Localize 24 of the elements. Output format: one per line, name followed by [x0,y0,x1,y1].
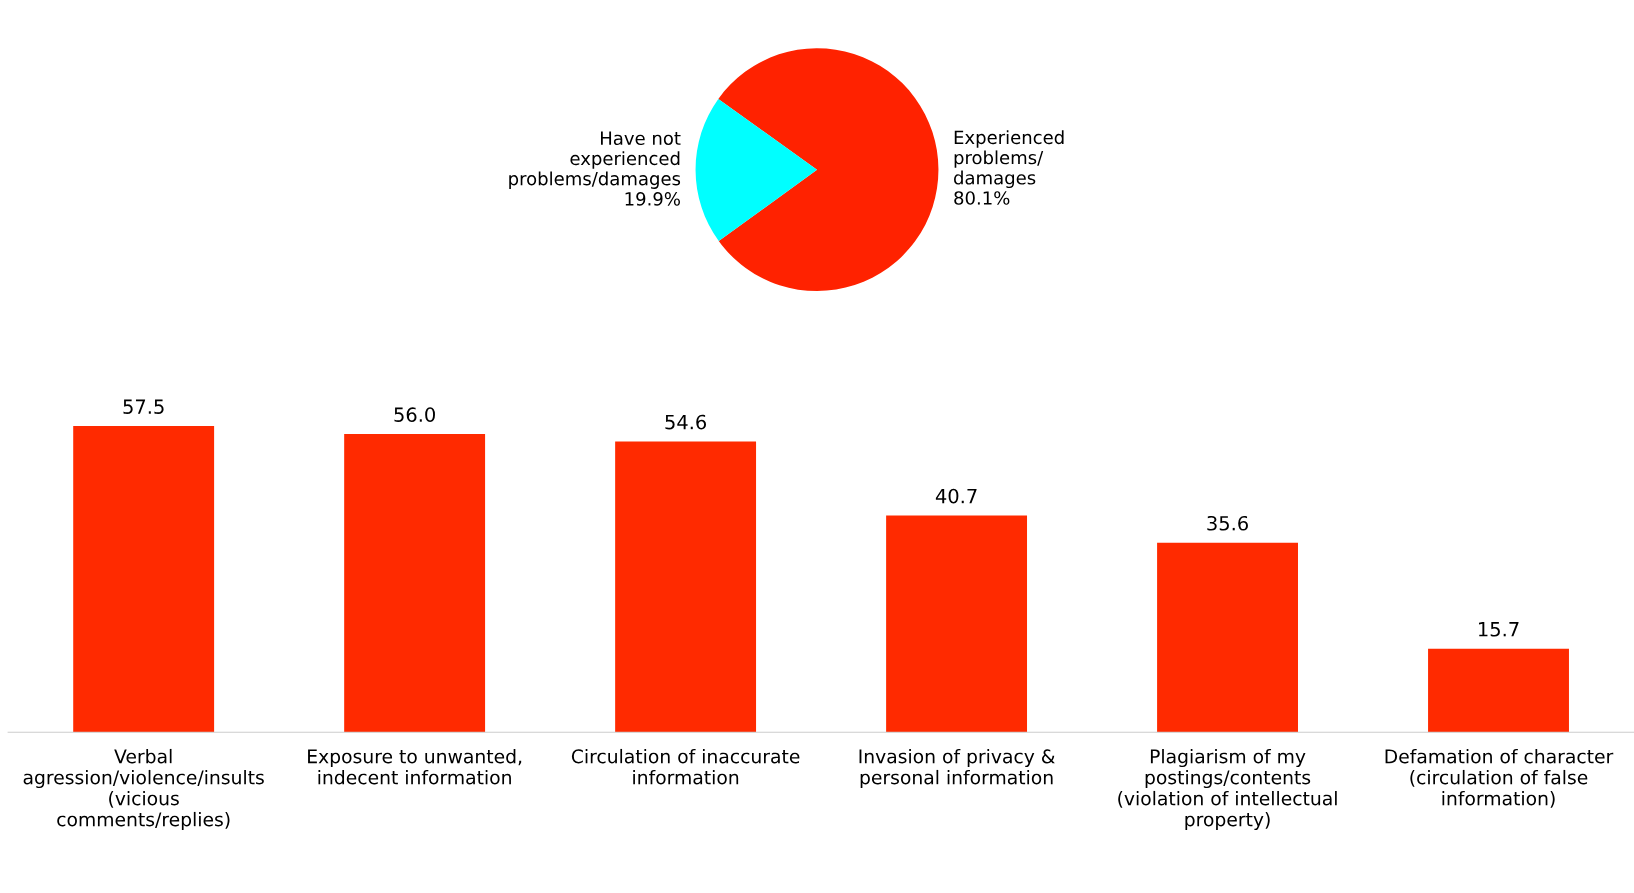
pie-slice [695,98,817,242]
data-label: 19.9% [625,192,680,206]
bar [344,434,486,733]
x-tick-label: Exposure to unwanted, indecent information [308,748,522,785]
x-tick-label: Plagiarism of my postings/contents (violation of intellectual property) [1118,748,1337,831]
data-label: 15.7 [1479,622,1519,637]
bar [1157,542,1298,733]
data-label: 54.6 [665,414,707,430]
data-label: 56.0 [394,407,435,422]
x-tick-label: Invasion of privacy & personal information [859,748,1055,789]
bar [1428,648,1569,733]
x-tick-label: Verbal agression/violence/insults (vicious comments/replies) [23,748,264,831]
data-label: 40.7 [935,488,977,504]
pie-slice [718,48,939,292]
data-label: 35.6 [1207,515,1248,531]
data-label: 80.1% [954,191,1010,205]
bar [73,426,215,733]
data-label: 57.5 [123,399,164,414]
slice-label: Have not experienced problems/damages [509,131,681,189]
x-tick-label: Circulation of inaccurate information [571,748,800,785]
bar [615,441,757,733]
x-tick-label: Defamation of character (circulation of false information) [1385,748,1614,808]
bar [886,515,1028,733]
slice-label: Experienced problems/ damages [954,130,1064,189]
